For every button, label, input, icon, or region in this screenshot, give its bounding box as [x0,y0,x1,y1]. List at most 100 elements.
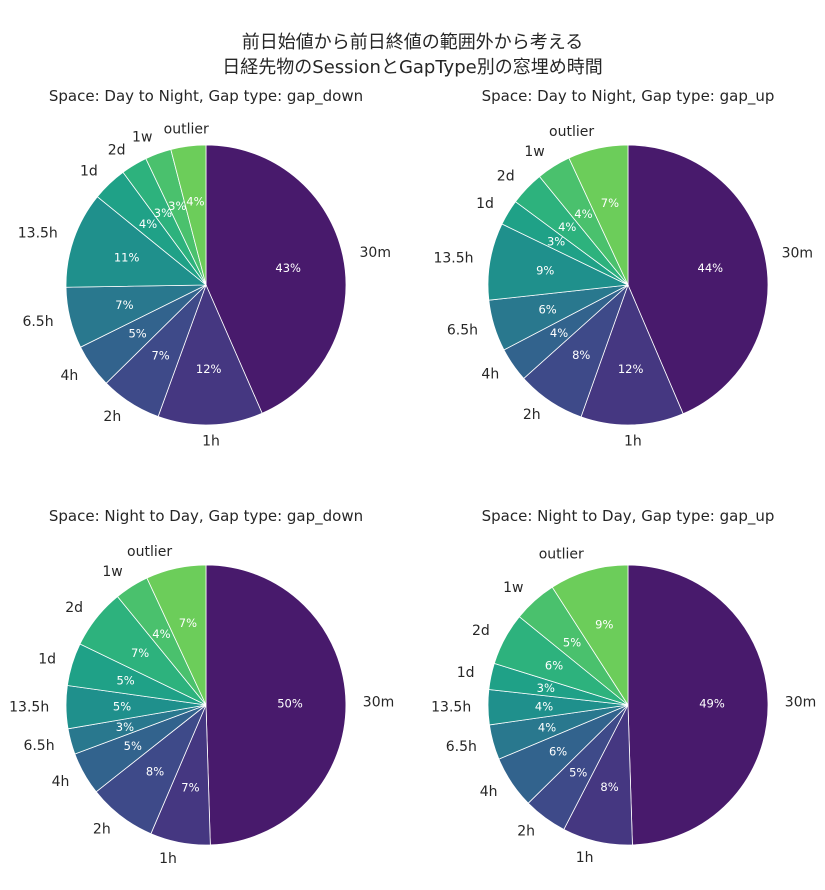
slice-category-label: 4h [480,784,498,800]
slice-percent-label: 6% [545,658,563,672]
slice-category-label: 2d [472,623,490,639]
slice-percent-label: 4% [558,220,576,234]
slice-percent-label: 8% [146,765,164,779]
slice-category-label: 4h [52,774,70,790]
figure-title: 前日始値から前日終値の範囲外から考える 日経先物のSessionとGapType… [0,30,825,80]
slice-percent-label: 3% [168,199,186,213]
pie-slice-outlier [146,564,207,706]
slice-category-label: 1h [159,851,177,867]
slice-category-label: 2h [517,823,535,839]
slice-category-label: 13.5h [433,250,473,266]
figure-title-line1: 前日始値から前日終値の範囲外から考える [241,32,584,53]
slice-category-label: outlier [539,547,584,563]
slice-category-label: 6.5h [22,314,53,330]
pie-slice-outlier [551,564,629,707]
slice-category-label: 30m [782,246,813,262]
slice-category-label: 2d [108,143,126,159]
slice-percent-label: 44% [698,261,724,275]
slice-percent-label: 12% [196,362,222,376]
slice-percent-label: 4% [186,195,204,209]
pie-slice-13.5h [65,196,208,288]
slice-category-label: 13.5h [9,699,49,715]
slice-percent-label: 6% [538,303,556,317]
slice-category-label: 2d [497,169,515,185]
slice-category-label: 30m [785,695,816,711]
slice-percent-label: 7% [601,196,619,210]
subplot-title-night-to-day-gap-up: Space: Night to Day, Gap type: gap_up [481,507,775,525]
slice-percent-label: 9% [536,264,554,278]
slice-percent-label: 4% [538,720,556,734]
slice-percent-label: 4% [550,326,568,340]
slice-percent-label: 7% [131,646,149,660]
pie-slice-1h [157,283,263,426]
slice-percent-label: 49% [699,697,725,711]
slice-category-label: 2d [65,600,83,616]
slice-category-label: 1d [476,196,494,212]
pie-slice-30m [205,564,347,846]
pie-slice-1h [580,283,684,426]
slice-category-label: 1d [80,164,98,180]
slice-category-label: 1w [102,564,122,580]
slice-percent-label: 5% [563,635,581,649]
slice-percent-label: 8% [600,780,618,794]
slice-percent-label: 5% [113,699,131,713]
slice-percent-label: 4% [574,207,592,221]
figure-title-line2: 日経先物のSessionとGapType別の窓埋め時間 [222,57,603,78]
slice-percent-label: 7% [179,616,197,630]
slice-category-label: 1w [524,144,544,160]
slice-percent-label: 5% [116,674,134,688]
slice-category-label: 13.5h [18,226,58,242]
slice-percent-label: 3% [537,681,555,695]
subplot-title-day-to-night-gap-up: Space: Day to Night, Gap type: gap_up [481,87,775,105]
slice-percent-label: 7% [115,298,133,312]
pie-slice-outlier [568,144,629,286]
slice-percent-label: 4% [535,699,553,713]
slice-category-label: 6.5h [447,323,478,339]
slice-category-label: 1d [38,651,56,667]
slice-category-label: 1w [503,580,523,596]
slice-percent-label: 7% [181,781,199,795]
slice-percent-label: 9% [595,617,613,631]
pie-2: 44% 30m 12% 1h 8% 2h 4% 4h 6% 6.5h 9% 13.5h 3% 1d 4% 2d… [433,124,813,450]
pie-slice-30m [205,144,347,414]
slice-category-label: 1d [457,665,475,681]
slice-category-label: outlier [127,544,172,560]
slice-category-label: 4h [61,368,79,384]
slice-percent-label: 7% [151,349,169,363]
slice-percent-label: 3% [154,206,172,220]
slice-category-label: 2h [93,822,111,838]
slice-category-label: 2h [523,407,541,423]
subplot-title-day-to-night-gap-down: Space: Day to Night, Gap type: gap_down [48,87,364,105]
slice-category-label: 1w [132,130,152,146]
slice-category-label: 1h [576,850,594,866]
slice-percent-label: 5% [124,739,142,753]
slice-category-label: 30m [363,695,394,711]
slice-category-label: outlier [549,124,594,140]
slice-category-label: 4h [481,366,499,382]
slice-category-label: 6.5h [23,738,54,754]
slice-category-label: 1h [624,434,642,450]
pie-4: 49% 30m 8% 1h 5% 2h 6% 4h 4% 6.5h 4% 13.5h 3% 1d 6% 2d 5… [431,547,816,866]
slice-percent-label: 11% [114,251,140,265]
pie-slice-outlier [170,144,207,286]
slice-percent-label: 5% [128,327,146,341]
slice-category-label: outlier [164,122,209,138]
slice-percent-label: 3% [547,235,565,249]
slice-percent-label: 12% [618,362,644,376]
slice-category-label: 6.5h [446,739,477,755]
slice-percent-label: 4% [152,627,170,641]
pie-slice-30m [627,564,769,846]
pie-3: 50% 30m 7% 1h 8% 2h 5% 4h 3% 6.5h 5% 13.5h 5% 1d 7% 2d 4… [9,544,394,867]
slice-percent-label: 4% [139,217,157,231]
pie-slice-30m [627,144,769,415]
slice-percent-label: 50% [277,697,303,711]
slice-percent-label: 6% [549,745,567,759]
subplot-title-night-to-day-gap-down: Space: Night to Day, Gap type: gap_down [48,507,364,525]
slice-category-label: 1h [202,434,220,450]
slice-category-label: 30m [360,245,391,261]
slice-category-label: 13.5h [431,700,471,716]
slice-percent-label: 8% [572,348,590,362]
slice-percent-label: 43% [275,261,301,275]
slice-category-label: 2h [103,409,121,425]
